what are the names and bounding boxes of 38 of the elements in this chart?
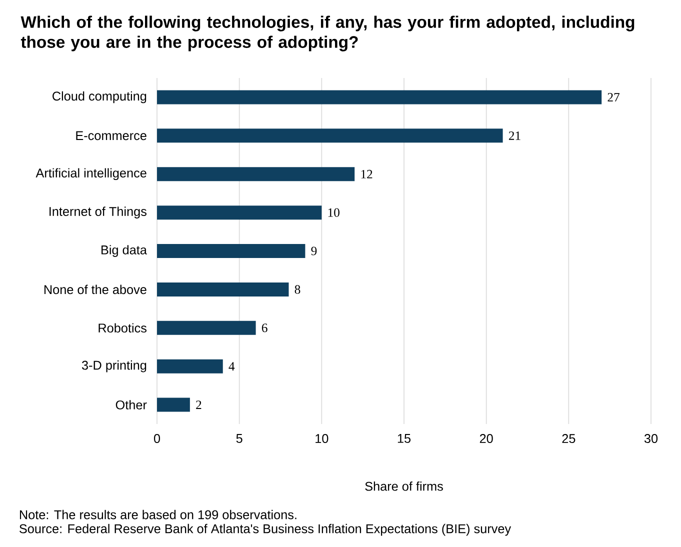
y-tick-label: Robotics <box>98 323 146 333</box>
bar <box>157 206 322 220</box>
text: Note: The results are based on 199 observations. <box>20 510 296 520</box>
data-label: 12 <box>361 170 372 178</box>
x-tick-label: 30 <box>644 434 658 444</box>
chart-title: Which of the following technologies, if any, has your firm adopted, including those you are in the process of adopting? <box>20 16 634 52</box>
bar <box>157 320 256 335</box>
x-tick-label: 15 <box>398 434 411 443</box>
y-tick-label: Artificial intelligence <box>36 168 146 180</box>
data-label: 8 <box>294 285 300 294</box>
data-label: 4 <box>228 362 235 371</box>
data-label: 6 <box>262 324 268 332</box>
bar <box>157 128 503 143</box>
data-label: 9 <box>311 246 317 256</box>
y-tick-label: Cloud computing <box>52 91 146 104</box>
x-tick-label: 20 <box>480 434 493 444</box>
y-tick-label: Internet of Things <box>50 206 146 218</box>
bar <box>157 167 355 182</box>
bar <box>157 359 223 374</box>
bar <box>157 398 190 412</box>
data-label: 2 <box>196 400 202 409</box>
data-label: 21 <box>508 131 520 140</box>
x-tick-label: 0 <box>154 434 160 444</box>
bar <box>157 244 306 258</box>
x-tick-label: 5 <box>236 434 242 443</box>
x-tick-label: 25 <box>562 434 576 444</box>
y-tick-label: Other <box>116 400 147 410</box>
bar <box>157 90 602 104</box>
y-tick-label: E-commerce <box>76 131 146 140</box>
source-note: Source: Federal Reserve Bank of Atlanta's Business Inflation Expectations (BIE) survey <box>20 524 512 536</box>
data-label: 27 <box>608 93 620 102</box>
x-tick-label: 10 <box>316 434 328 444</box>
bar <box>157 282 289 296</box>
x-axis-title: Share of firms <box>365 482 443 491</box>
y-tick-label: Big data <box>102 245 147 257</box>
y-tick-label: None of the above <box>44 284 146 294</box>
data-label: 10 <box>328 208 340 217</box>
y-tick-label: 3-D printing <box>82 360 146 372</box>
